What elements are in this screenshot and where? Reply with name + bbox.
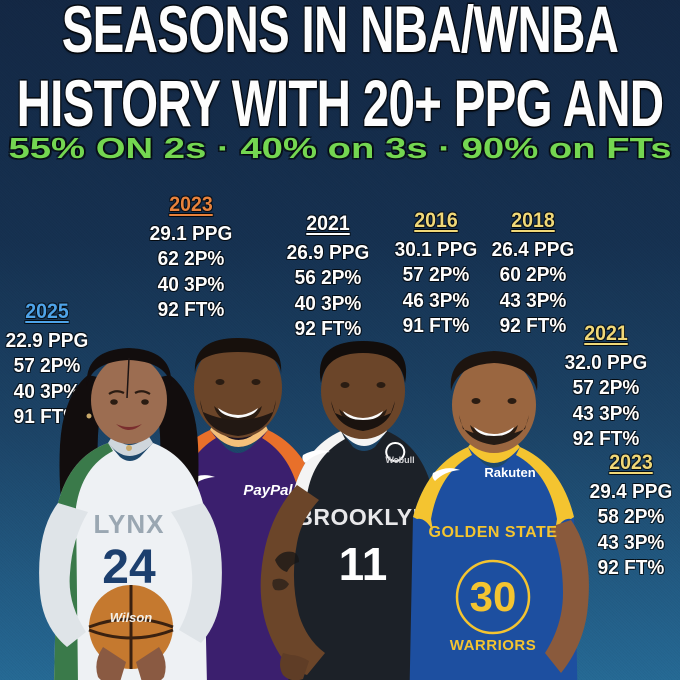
svg-text:Wilson: Wilson [110, 610, 153, 625]
svg-text:LYNX: LYNX [94, 509, 165, 539]
svg-text:GOLDEN STATE: GOLDEN STATE [429, 524, 558, 541]
svg-text:30: 30 [470, 573, 517, 620]
svg-text:WARRIORS: WARRIORS [450, 637, 537, 654]
svg-text:Rakuten: Rakuten [484, 465, 535, 480]
